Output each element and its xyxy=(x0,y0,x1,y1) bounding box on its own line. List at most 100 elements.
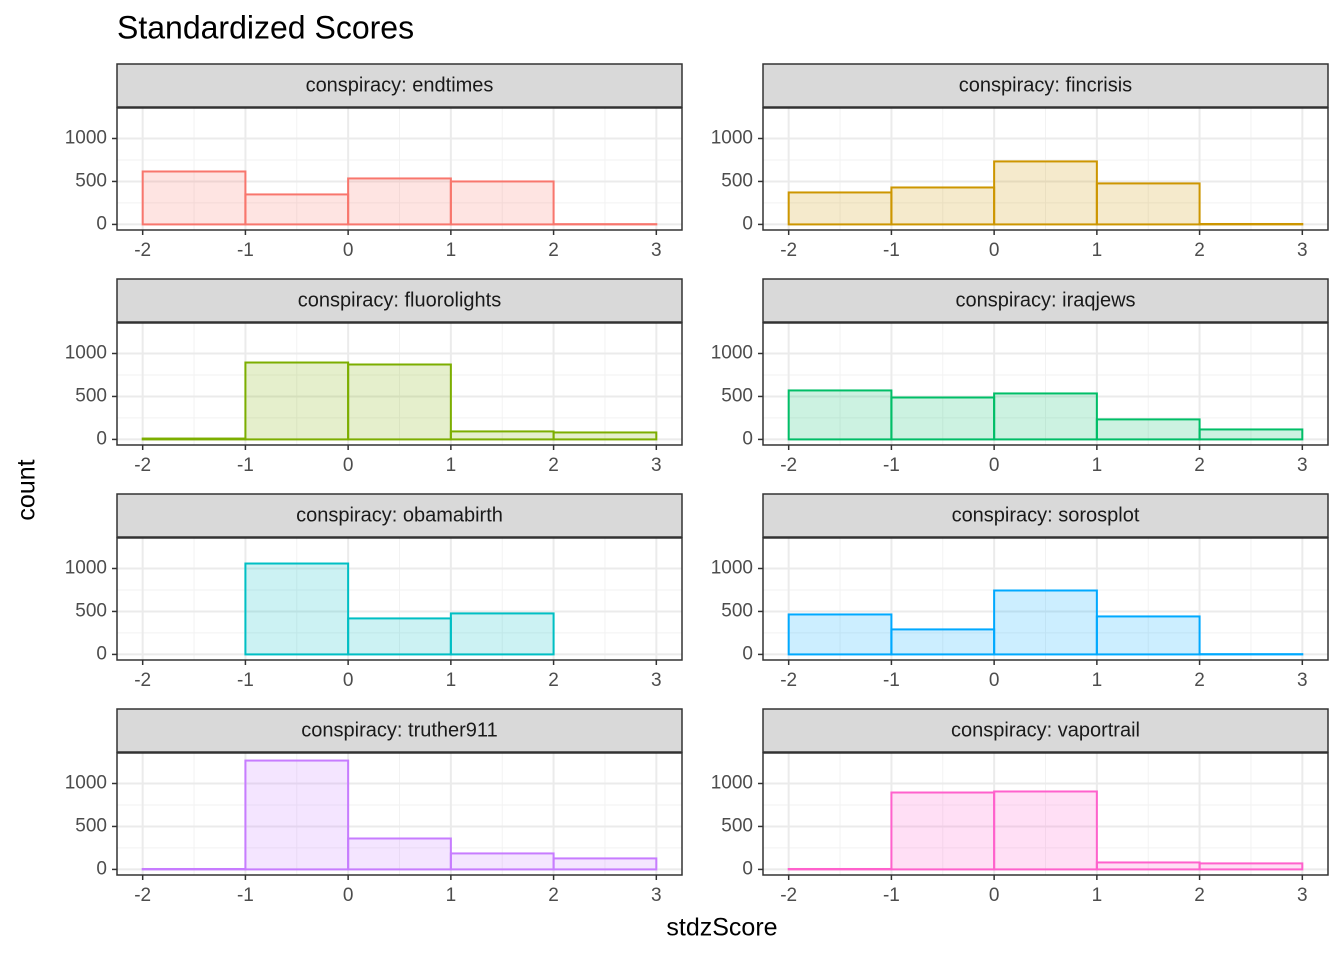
y-tick-label: 1000 xyxy=(65,128,107,149)
strip-label: conspiracy: fluorolights xyxy=(298,289,501,311)
strip xyxy=(116,708,683,753)
histogram-bar xyxy=(244,759,350,871)
y-tick-label: 0 xyxy=(742,858,753,879)
y-tick-label: 0 xyxy=(96,643,107,664)
y-tick-label: 500 xyxy=(75,385,107,406)
x-tick-label: -1 xyxy=(883,670,900,691)
histogram-bar xyxy=(347,363,452,441)
x-tick-label: -1 xyxy=(883,885,900,906)
x-tick-label: 0 xyxy=(343,240,354,261)
y-tick-label: 500 xyxy=(721,170,753,191)
y-tick-label: 500 xyxy=(75,600,107,621)
x-tick-label: 0 xyxy=(343,455,354,476)
histogram-bar xyxy=(1095,861,1201,871)
histogram-bar xyxy=(347,177,452,226)
histogram-bar xyxy=(552,431,658,441)
y-tick-label: 500 xyxy=(721,600,753,621)
y-tick-label: 1000 xyxy=(711,773,753,794)
x-tick-label: 3 xyxy=(651,885,662,906)
panel-border xyxy=(762,752,1329,876)
y-tick-label: 0 xyxy=(96,428,107,449)
x-tick-label: 1 xyxy=(1092,885,1103,906)
strip xyxy=(762,278,1329,323)
x-tick-label: -2 xyxy=(134,670,151,691)
strip xyxy=(116,493,683,538)
panel-border xyxy=(116,752,683,876)
histogram-bar xyxy=(890,396,996,441)
strip-label: conspiracy: obamabirth xyxy=(296,504,503,526)
panel-border xyxy=(116,537,683,661)
x-tick-label: 1 xyxy=(1092,240,1103,261)
histogram-bar xyxy=(449,430,555,441)
histogram-bar xyxy=(141,170,247,226)
panel-border xyxy=(762,537,1329,661)
histogram-bar xyxy=(244,193,350,226)
x-tick-label: 1 xyxy=(446,455,457,476)
strip xyxy=(116,63,683,108)
strip-label: conspiracy: endtimes xyxy=(306,74,494,96)
histogram-bar xyxy=(449,852,555,871)
strip xyxy=(762,493,1329,538)
x-tick-label: -1 xyxy=(237,885,254,906)
histogram-bar xyxy=(1095,182,1201,226)
histogram-bar xyxy=(552,857,658,871)
x-tick-label: -2 xyxy=(780,455,797,476)
x-tick-label: -2 xyxy=(780,885,797,906)
histogram-bar xyxy=(993,160,1098,226)
x-tick-label: 0 xyxy=(989,455,1000,476)
x-tick-label: 0 xyxy=(343,670,354,691)
strip-label: conspiracy: vaportrail xyxy=(951,719,1140,741)
histogram-bar xyxy=(993,589,1098,656)
histogram-bar xyxy=(890,186,996,226)
histogram-bar xyxy=(1198,428,1304,441)
x-tick-label: 3 xyxy=(1297,455,1308,476)
x-tick-label: 2 xyxy=(548,885,559,906)
chart-title: Standardized Scores xyxy=(117,9,414,45)
y-tick-label: 1000 xyxy=(65,343,107,364)
x-tick-label: 2 xyxy=(1194,670,1205,691)
y-tick-label: 1000 xyxy=(65,558,107,579)
x-tick-label: 1 xyxy=(1092,670,1103,691)
histogram-bar xyxy=(787,613,893,656)
x-tick-label: 1 xyxy=(446,885,457,906)
panel-border xyxy=(762,322,1329,446)
x-tick-label: 3 xyxy=(651,240,662,261)
y-tick-label: 0 xyxy=(742,213,753,234)
x-tick-label: 0 xyxy=(989,670,1000,691)
y-tick-label: 500 xyxy=(721,815,753,836)
x-tick-label: 1 xyxy=(446,240,457,261)
histogram-bar xyxy=(347,837,452,871)
strip-label: conspiracy: sorosplot xyxy=(952,504,1140,526)
histogram-bar xyxy=(993,392,1098,441)
x-tick-label: 2 xyxy=(1194,240,1205,261)
histogram-bar xyxy=(347,617,452,656)
histogram-bar xyxy=(890,628,996,656)
x-tick-label: 3 xyxy=(651,670,662,691)
x-tick-label: 2 xyxy=(1194,885,1205,906)
histogram-bar xyxy=(1198,862,1304,871)
strip-label: conspiracy: iraqjews xyxy=(955,289,1135,311)
histogram-bar xyxy=(244,562,350,656)
x-tick-label: -2 xyxy=(134,885,151,906)
histogram-bar xyxy=(890,791,996,871)
x-tick-label: 3 xyxy=(1297,240,1308,261)
y-tick-label: 1000 xyxy=(711,343,753,364)
x-tick-label: 1 xyxy=(1092,455,1103,476)
histogram-bar xyxy=(141,437,247,441)
y-tick-label: 500 xyxy=(75,815,107,836)
x-tick-label: -1 xyxy=(883,455,900,476)
y-tick-label: 0 xyxy=(96,213,107,234)
y-tick-label: 1000 xyxy=(711,558,753,579)
x-tick-label: -1 xyxy=(237,240,254,261)
x-tick-label: 2 xyxy=(1194,455,1205,476)
strip xyxy=(116,278,683,323)
x-tick-label: 2 xyxy=(548,240,559,261)
strip-label: conspiracy: fincrisis xyxy=(959,74,1132,96)
panel-border xyxy=(116,322,683,446)
histogram-bar xyxy=(244,361,350,441)
y-tick-label: 500 xyxy=(75,170,107,191)
histogram-bar xyxy=(993,790,1098,871)
x-tick-label: -2 xyxy=(134,240,151,261)
x-tick-label: 3 xyxy=(1297,885,1308,906)
